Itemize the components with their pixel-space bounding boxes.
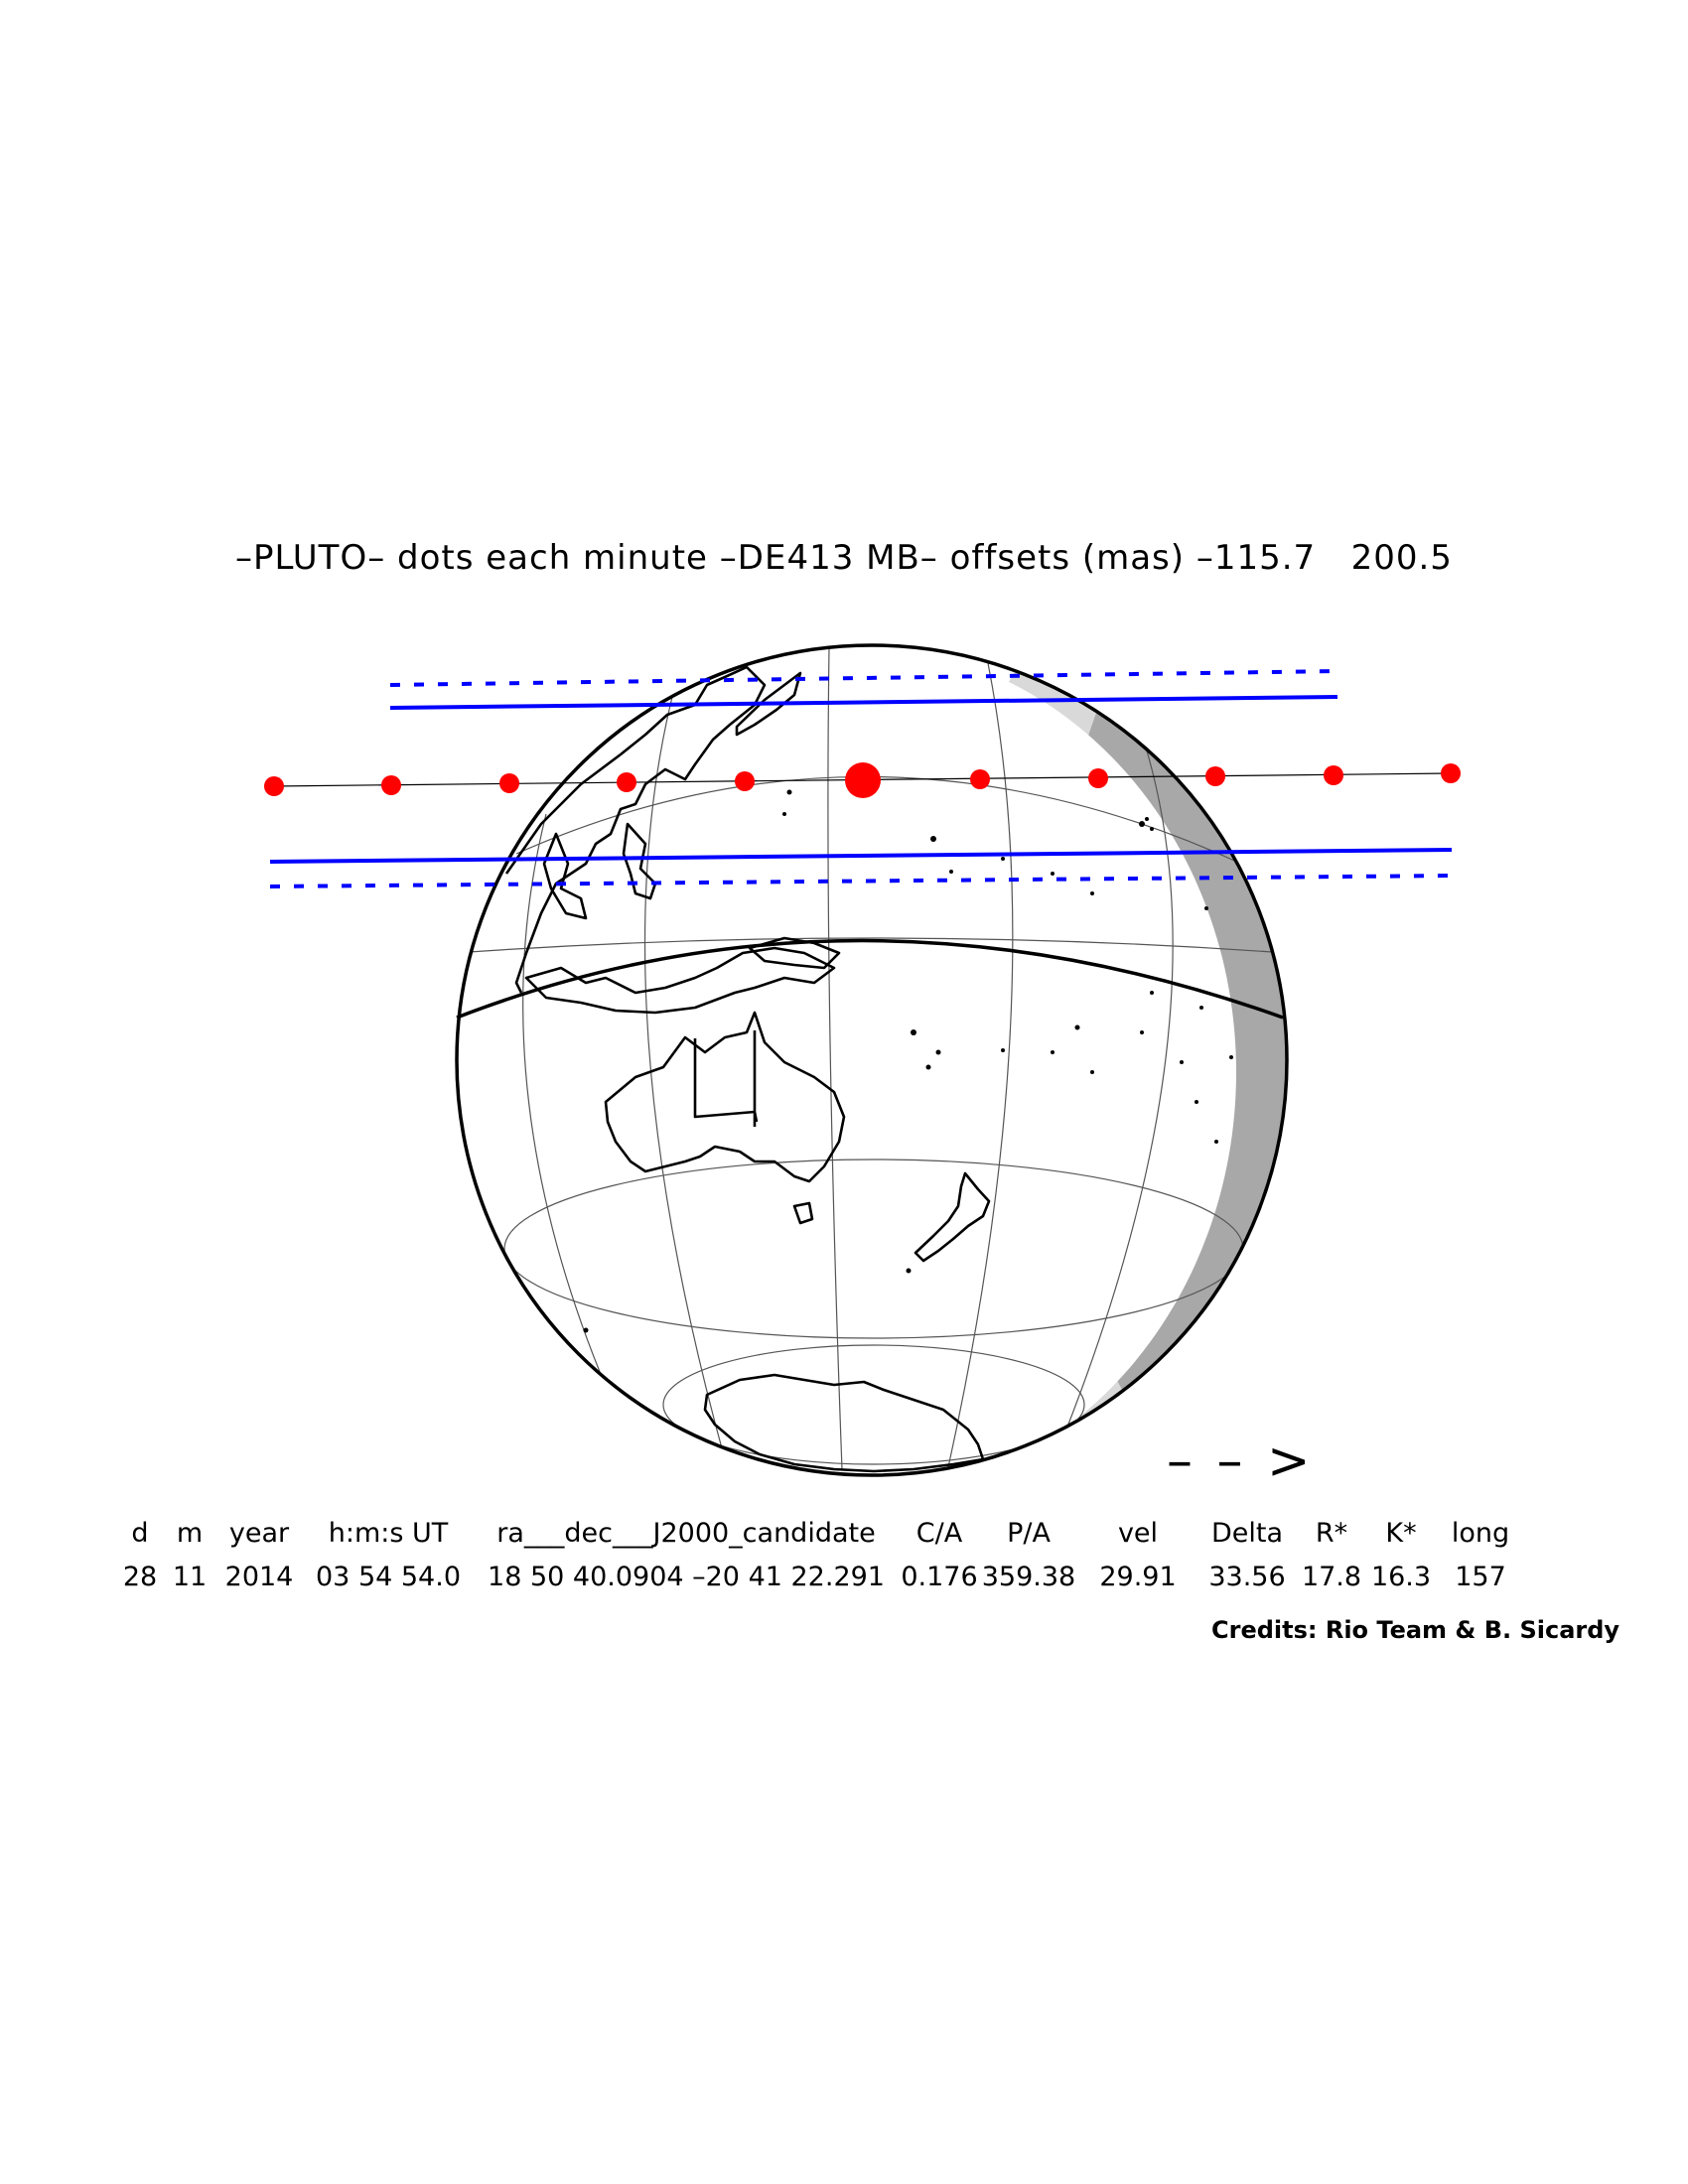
minute-dot [264, 776, 284, 796]
minute-dot [617, 772, 636, 792]
header-long: long [1451, 1517, 1510, 1549]
value-long: 157 [1455, 1561, 1506, 1592]
credits: Credits: Rio Team & B. Sicardy [1211, 1616, 1620, 1644]
south-limit-solid [269, 848, 1453, 864]
direction-arrow: – – > [1167, 1432, 1315, 1491]
minute-dot [1324, 765, 1343, 785]
header-k-mag: K* [1385, 1517, 1417, 1549]
island-dot [1001, 1048, 1005, 1052]
island-dot [1150, 991, 1154, 995]
coastlines [504, 665, 991, 1473]
island-dot [1145, 817, 1149, 821]
island-dot [1090, 891, 1094, 895]
island-dot [1204, 906, 1208, 910]
island-dot [906, 1268, 912, 1274]
minute-dot [499, 773, 519, 793]
minute-dots [264, 762, 1461, 798]
value-k-mag: 16.3 [1370, 1561, 1432, 1592]
philippines-coast [622, 822, 657, 900]
indonesia-coast [524, 946, 836, 1015]
island-dot [935, 1049, 941, 1055]
island-dot [1139, 821, 1145, 827]
island-dot [949, 870, 953, 874]
island-dot [583, 1327, 589, 1333]
island-dot [1090, 1070, 1094, 1074]
header-pa: P/A [1007, 1517, 1051, 1549]
value-coordinates: 18 50 40.0904 –20 41 22.291 [488, 1561, 885, 1592]
japan-coast [735, 671, 802, 737]
island-dot [930, 836, 936, 842]
south-limit-dotted [269, 874, 1453, 888]
new-guinea-coast [748, 936, 841, 970]
parameters-value-row: 28 11 2014 03 54 54.0 18 50 40.0904 –20 … [115, 1555, 1525, 1598]
header-year: year [228, 1517, 290, 1549]
island-dot [911, 1029, 916, 1035]
australia-borders [693, 1030, 759, 1127]
north-limit-solid [389, 695, 1338, 710]
minute-dot [970, 769, 990, 789]
new-zealand-coast [914, 1171, 991, 1263]
header-r-mag: R* [1315, 1517, 1348, 1549]
meridian-line [827, 646, 843, 1470]
minute-dot [381, 775, 401, 795]
parallel-line [457, 937, 1287, 954]
shadow-limits [269, 669, 1453, 888]
island-dot [1074, 1024, 1080, 1030]
parameters-header-row: d m year h:m:s UT ra___dec___J2000_candi… [115, 1511, 1525, 1555]
minute-dot [1205, 766, 1225, 786]
header-time: h:m:s UT [328, 1517, 449, 1549]
central-instant-dot [845, 762, 881, 798]
value-vel: 29.91 [1099, 1561, 1177, 1592]
meridian-line [947, 662, 1014, 1468]
value-day: 28 [122, 1561, 158, 1592]
parameters-table: d m year h:m:s UT ra___dec___J2000_candi… [115, 1511, 1525, 1598]
header-vel: vel [1117, 1517, 1159, 1549]
value-time: 03 54 54.0 [316, 1561, 461, 1592]
island-dot [1195, 1100, 1198, 1104]
island-dot [1051, 872, 1055, 876]
parallel-ellipse [662, 1344, 1085, 1465]
island-dot [782, 812, 786, 816]
value-r-mag: 17.8 [1301, 1561, 1362, 1592]
minute-dot [1088, 768, 1108, 788]
island-dot [786, 789, 792, 795]
minute-dot [1441, 763, 1461, 783]
header-delta: Delta [1210, 1517, 1284, 1549]
header-coordinates: ra___dec___J2000_candidate [496, 1517, 876, 1549]
value-ca: 0.176 [901, 1561, 978, 1592]
asia-coast [504, 665, 767, 994]
island-dot [1150, 827, 1154, 831]
island-dot [925, 1064, 931, 1070]
minute-dot [735, 771, 755, 791]
meridian-line [1061, 734, 1174, 1440]
island-dot [1051, 1050, 1055, 1054]
value-year: 2014 [224, 1561, 294, 1592]
value-month: 11 [172, 1561, 208, 1592]
horizon-curve [456, 938, 1284, 1020]
north-limit-dotted [389, 669, 1338, 687]
map-title: –PLUTO– dots each minute –DE413 MB– offs… [235, 538, 1453, 578]
header-day: d [131, 1517, 149, 1549]
globe-outline [455, 643, 1289, 1477]
header-month: m [176, 1517, 204, 1549]
island-dot [1214, 1140, 1218, 1144]
island-dot [1229, 1055, 1233, 1059]
antarctica-coast [703, 1373, 985, 1473]
value-delta: 33.56 [1208, 1561, 1286, 1592]
tasmania-coast [792, 1201, 814, 1225]
meridian-line [522, 813, 617, 1411]
australia-coast [604, 1011, 846, 1183]
header-ca: C/A [915, 1517, 963, 1549]
value-pa: 359.38 [981, 1561, 1076, 1592]
island-dot [1199, 1006, 1203, 1010]
island-dot [1180, 1060, 1184, 1064]
island-dot [1140, 1030, 1144, 1034]
island-dot [1001, 857, 1005, 861]
indochina-coast [542, 832, 588, 920]
pacific-islands [583, 789, 1233, 1333]
